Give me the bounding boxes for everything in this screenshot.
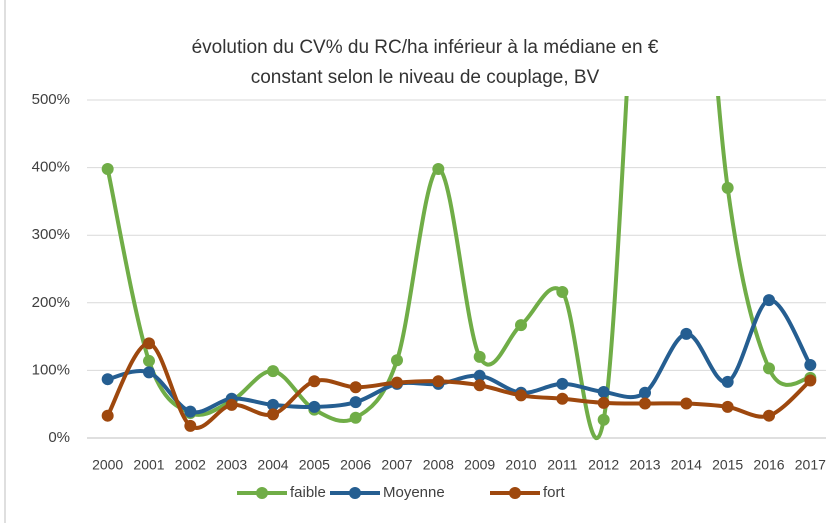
chart-title: constant selon le niveau de couplage, BV [251, 67, 600, 88]
data-point [763, 294, 775, 307]
data-point [349, 396, 362, 409]
data-point [184, 419, 197, 432]
data-point [143, 354, 155, 367]
y-tick-label: 400% [32, 159, 70, 176]
data-point [267, 408, 279, 421]
legend-label: fort [543, 484, 566, 501]
legend-marker [509, 487, 521, 499]
data-point [597, 386, 610, 399]
data-point [391, 376, 403, 389]
x-tick-label: 2005 [299, 457, 330, 473]
data-point [804, 374, 817, 387]
data-point [432, 162, 445, 175]
data-point [515, 319, 527, 332]
x-tick-label: 2014 [671, 457, 702, 473]
data-point [515, 389, 527, 402]
legend-marker [256, 487, 268, 499]
x-tick-label: 2002 [175, 457, 206, 473]
x-tick-label: 2006 [340, 457, 371, 473]
data-point [680, 397, 693, 410]
data-point [184, 405, 197, 418]
y-tick-label: 200% [32, 294, 70, 311]
x-tick-label: 2010 [505, 457, 536, 473]
data-point [721, 181, 734, 194]
data-point [556, 377, 569, 390]
data-point [597, 396, 610, 409]
data-point [391, 354, 403, 367]
data-point [721, 375, 734, 388]
chart-title: évolution du CV% du RC/ha inférieur à la… [192, 37, 659, 58]
data-point [101, 373, 114, 386]
y-tick-label: 0% [48, 429, 70, 446]
data-point [349, 411, 362, 424]
x-tick-label: 2012 [588, 457, 619, 473]
x-tick-label: 2013 [629, 457, 660, 473]
legend-label: Moyenne [383, 484, 445, 501]
y-tick-label: 300% [32, 226, 70, 243]
data-point [101, 409, 114, 422]
data-point [597, 413, 610, 426]
x-tick-label: 2001 [133, 457, 164, 473]
x-tick-label: 2003 [216, 457, 247, 473]
x-tick-label: 2011 [547, 457, 577, 473]
data-point [308, 400, 321, 413]
x-tick-label: 2016 [753, 457, 784, 473]
plot-area [101, 96, 817, 441]
x-tick-label: 2007 [381, 457, 412, 473]
data-point [473, 350, 486, 363]
data-point [143, 366, 155, 379]
data-point [267, 398, 279, 411]
data-point [680, 327, 693, 340]
data-point [143, 337, 155, 350]
x-tick-label: 2015 [712, 457, 743, 473]
y-tick-label: 500% [32, 91, 70, 108]
data-point [639, 386, 651, 399]
data-point [267, 365, 279, 378]
x-tick-label: 2000 [92, 457, 123, 473]
data-point [763, 409, 775, 422]
x-tick-label: 2009 [464, 457, 495, 473]
legend-label: faible [290, 484, 326, 501]
data-point [308, 375, 321, 388]
x-tick-label: 2008 [423, 457, 454, 473]
data-point [101, 162, 114, 175]
data-point [349, 381, 362, 394]
x-tick-label: 2004 [257, 457, 288, 473]
data-point [556, 392, 569, 405]
data-point [639, 397, 651, 410]
x-tick-label: 2017 [795, 457, 826, 473]
data-point [763, 362, 775, 375]
data-point [556, 285, 569, 298]
y-tick-label: 100% [32, 361, 70, 378]
data-point [473, 369, 486, 382]
data-point [721, 400, 734, 413]
data-point [804, 358, 817, 371]
legend-marker [349, 487, 361, 499]
data-point [432, 375, 445, 388]
data-point [473, 379, 486, 392]
data-point [225, 398, 238, 411]
